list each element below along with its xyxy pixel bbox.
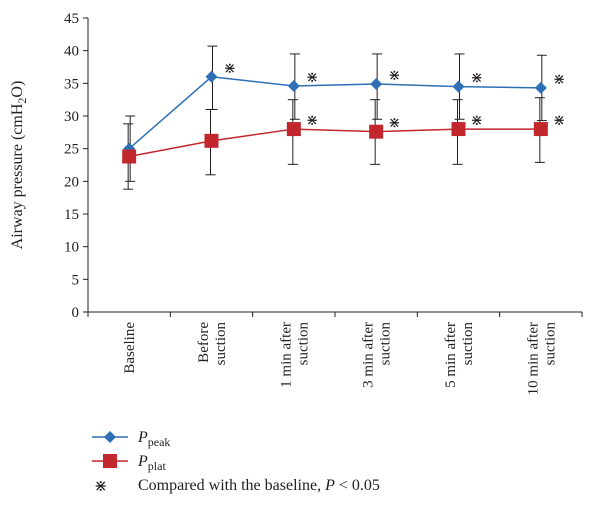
y-tick-label: 40 xyxy=(64,44,79,60)
diamond-marker-icon xyxy=(92,431,128,443)
y-tick-label: 35 xyxy=(64,76,79,92)
significance-marker: ⋇ xyxy=(388,68,401,84)
data-point xyxy=(204,133,219,148)
y-tick-label: 5 xyxy=(72,272,80,288)
y-tick-label: 15 xyxy=(64,207,79,223)
series-line-ppeak xyxy=(128,76,541,150)
square-marker-icon xyxy=(92,454,128,468)
significance-marker: ⋇ xyxy=(553,113,566,129)
y-tick-label: 30 xyxy=(64,109,79,125)
significance-marker: ⋇ xyxy=(471,71,484,87)
data-point xyxy=(122,149,137,164)
x-category-label: suction xyxy=(542,322,558,366)
data-point xyxy=(452,80,465,93)
y-axis-label: Airway pressure (cmH2O) xyxy=(9,81,29,250)
x-category-label: 1 min after xyxy=(278,322,294,388)
x-category-label: suction xyxy=(213,322,229,366)
x-category-label: 5 min after xyxy=(443,322,459,388)
y-tick-label: 10 xyxy=(64,240,79,256)
x-category-label: suction xyxy=(295,322,311,366)
significance-marker: ⋇ xyxy=(553,72,566,88)
x-category-label: Baseline xyxy=(122,322,138,374)
x-category-label: suction xyxy=(378,322,394,366)
data-point xyxy=(369,124,384,139)
series-line-pplat xyxy=(129,128,541,158)
significance-marker: ⋇ xyxy=(388,116,401,132)
data-point xyxy=(286,122,301,137)
data-point xyxy=(451,122,466,137)
significance-marker: ⋇ xyxy=(471,113,484,129)
y-tick-label: 20 xyxy=(64,174,79,190)
x-category-label: 3 min after xyxy=(361,322,377,388)
significance-marker: ⋇ xyxy=(224,61,237,77)
chart-marks: ⋇ ⋇ ⋇ ⋇ ⋇ ⋇ ⋇ ⋇ ⋇ xyxy=(122,45,566,190)
significance-note: Compared with the baseline, P < 0.05 xyxy=(138,477,380,494)
data-point xyxy=(534,81,547,94)
y-tick-label: 0 xyxy=(72,305,80,321)
data-point xyxy=(533,122,548,137)
significance-icon: ⋇ xyxy=(94,478,108,495)
data-point xyxy=(205,70,218,83)
y-tick-label: 25 xyxy=(64,142,79,158)
legend-label-pplat: Pplat xyxy=(138,453,166,473)
y-tick-label: 45 xyxy=(64,11,79,27)
data-point xyxy=(287,79,300,92)
significance-marker: ⋇ xyxy=(306,113,319,129)
x-category-label: suction xyxy=(460,322,476,366)
legend-label-ppeak: Ppeak xyxy=(138,429,171,449)
x-category-label: Before xyxy=(196,322,212,363)
x-category-label: 10 min after xyxy=(525,322,541,395)
data-point xyxy=(370,77,383,90)
significance-marker: ⋇ xyxy=(306,70,319,86)
